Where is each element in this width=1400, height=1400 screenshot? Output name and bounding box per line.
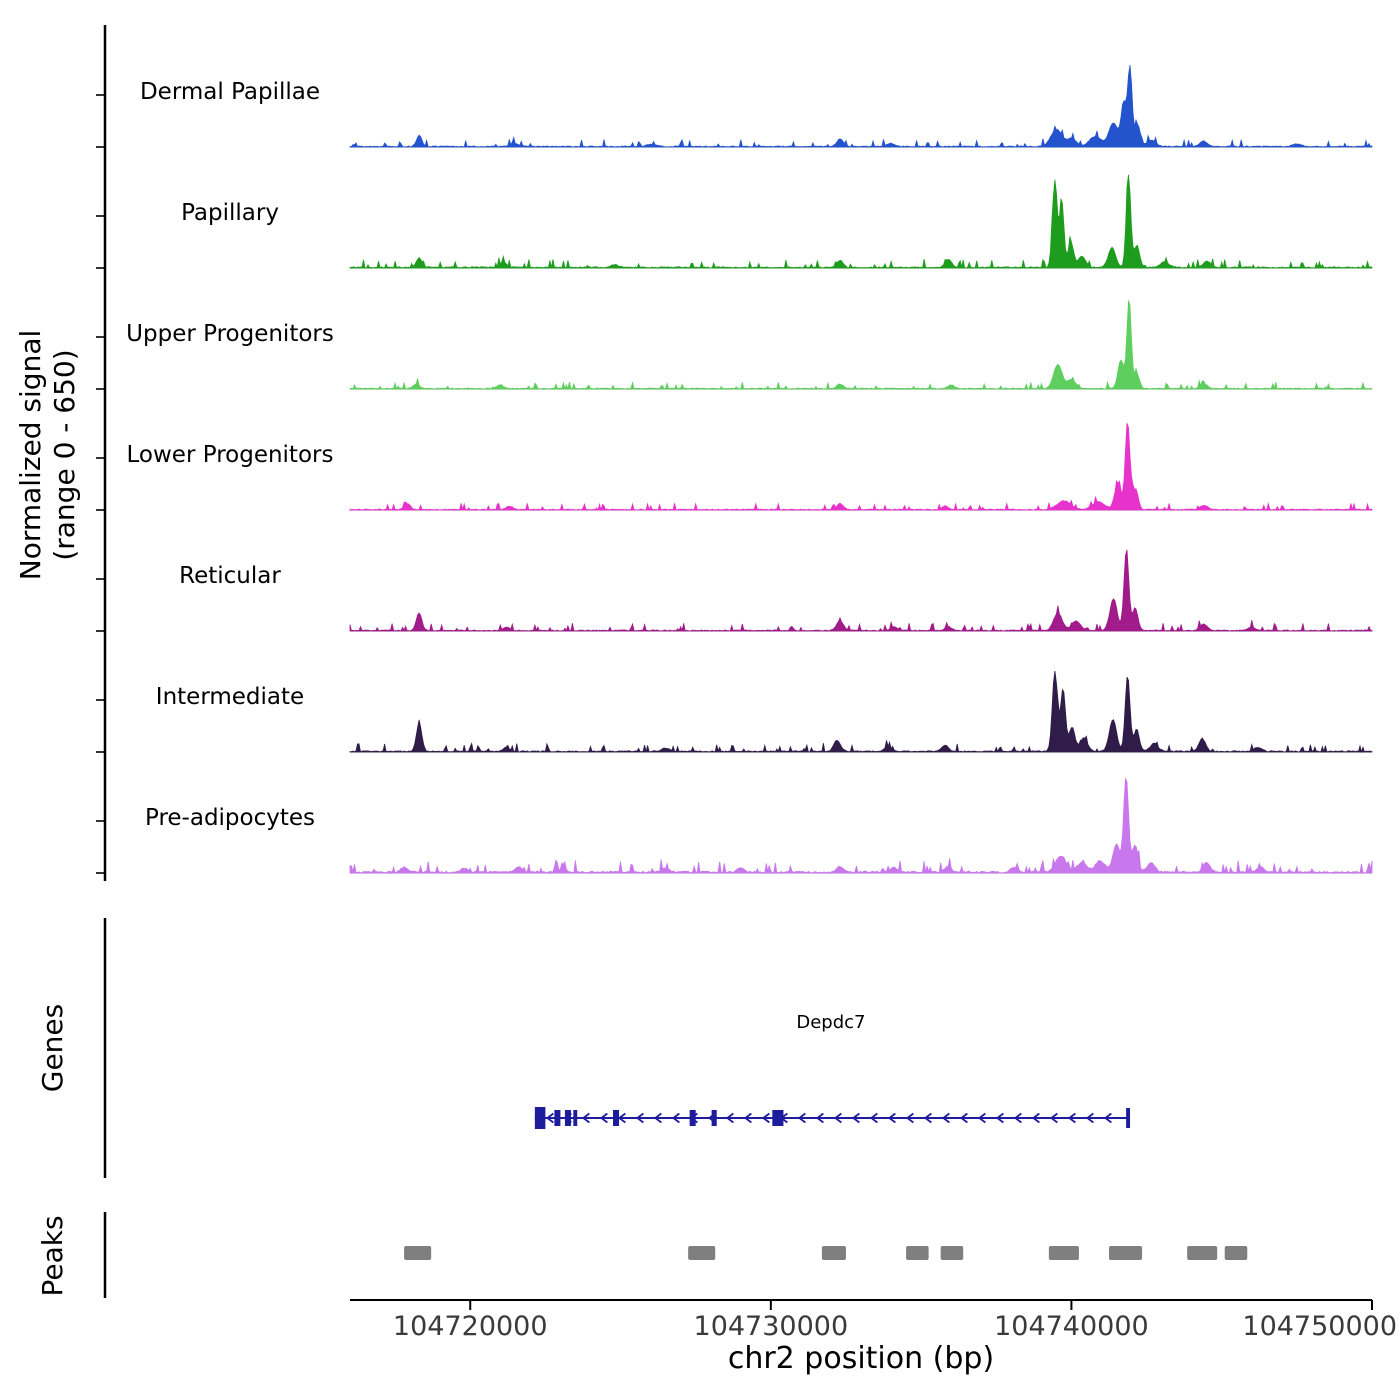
strand-arrow-left-icon	[959, 1112, 968, 1124]
peak-region-box	[688, 1246, 716, 1260]
strand-arrow-left-icon	[995, 1112, 1004, 1124]
peak-region-box	[906, 1246, 929, 1260]
strand-arrow-left-icon	[761, 1112, 770, 1124]
gene-exon	[564, 1110, 571, 1126]
signal-area	[349, 65, 1373, 148]
signal-tracks-layer: Dermal Papillae Papillary Upper Progenitor…	[126, 65, 1373, 874]
strand-arrow-left-icon	[1103, 1112, 1112, 1124]
strand-arrow-left-icon	[725, 1112, 734, 1124]
x-tick-label: 104730000	[694, 1311, 849, 1342]
strand-arrow-left-icon	[1013, 1112, 1022, 1124]
strand-arrow-left-icon	[671, 1112, 680, 1124]
strand-arrow-left-icon	[1049, 1112, 1058, 1124]
track-label: Upper Progenitors	[126, 321, 334, 347]
gene-exon	[772, 1110, 784, 1126]
signal-track-dermal-papillae: Dermal Papillae	[140, 65, 1373, 148]
peak-region-box	[940, 1246, 964, 1260]
track-label: Lower Progenitors	[127, 442, 334, 468]
strand-arrow-left-icon	[977, 1112, 986, 1124]
signal-area	[349, 670, 1373, 754]
signal-area	[349, 300, 1373, 390]
gene-exon	[534, 1107, 546, 1129]
x-tick-label: 104740000	[994, 1311, 1149, 1342]
gene-exon	[573, 1110, 578, 1126]
strand-arrow-left-icon	[905, 1112, 914, 1124]
x-tick-label: 104750000	[1242, 1311, 1397, 1342]
gene-exon	[1126, 1108, 1131, 1128]
peaks-track-layer	[404, 1246, 1248, 1260]
track-label: Reticular	[179, 563, 281, 589]
strand-arrow-left-icon	[653, 1112, 662, 1124]
strand-arrow-left-icon	[869, 1112, 878, 1124]
y-axis-label-line2: (range 0 - 650)	[48, 349, 81, 560]
peak-region-box	[404, 1246, 432, 1260]
gene-exon	[711, 1110, 717, 1126]
strand-arrow-left-icon	[815, 1112, 824, 1124]
peak-region-box	[1187, 1246, 1218, 1260]
signal-track-reticular: Reticular	[179, 549, 1373, 633]
strand-arrow-left-icon	[941, 1112, 950, 1124]
strand-arrow-left-icon	[635, 1112, 644, 1124]
peak-region-box	[1048, 1246, 1079, 1260]
strand-arrow-left-icon	[1031, 1112, 1040, 1124]
strand-arrow-left-icon	[1067, 1112, 1076, 1124]
strand-arrow-left-icon	[599, 1112, 608, 1124]
genes-section-label: Genes	[36, 1004, 69, 1092]
gene-exon	[613, 1110, 620, 1126]
strand-arrow-left-icon	[545, 1112, 554, 1124]
x-axis-title: chr2 position (bp)	[728, 1341, 994, 1376]
signal-area	[349, 778, 1373, 874]
signal-track-upper-progenitors: Upper Progenitors	[126, 300, 1373, 390]
gene-name-label: Depdc7	[796, 1012, 865, 1033]
gene-track-layer	[534, 1107, 1131, 1129]
signal-area	[349, 549, 1373, 633]
x-tick-label: 104720000	[393, 1311, 548, 1342]
strand-arrow-left-icon	[833, 1112, 842, 1124]
track-label: Papillary	[181, 200, 279, 226]
track-label: Dermal Papillae	[140, 79, 320, 105]
signal-track-pre-adipocytes: Pre-adipocytes	[145, 778, 1373, 874]
gene-exon	[554, 1110, 561, 1126]
y-axis-label-line1: Normalized signal	[14, 330, 47, 581]
gene-exon	[689, 1110, 696, 1126]
strand-arrow-left-icon	[581, 1112, 590, 1124]
signal-track-lower-progenitors: Lower Progenitors	[127, 423, 1373, 512]
axes-layer: 104720000 104730000 104740000 104750000	[96, 25, 1397, 1342]
signal-area	[349, 174, 1373, 269]
strand-arrow-left-icon	[851, 1112, 860, 1124]
strand-arrow-left-icon	[743, 1112, 752, 1124]
strand-arrow-left-icon	[1085, 1112, 1094, 1124]
strand-arrow-left-icon	[617, 1112, 626, 1124]
strand-arrow-left-icon	[797, 1112, 806, 1124]
strand-arrow-left-icon	[923, 1112, 932, 1124]
track-label: Pre-adipocytes	[145, 805, 315, 831]
signal-track-intermediate: Intermediate	[156, 670, 1373, 754]
signal-track-papillary: Papillary	[181, 174, 1373, 269]
peak-region-box	[1108, 1246, 1143, 1260]
strand-arrow-left-icon	[887, 1112, 896, 1124]
peak-region-box	[1224, 1246, 1248, 1260]
peak-region-box	[821, 1246, 846, 1260]
signal-area	[349, 423, 1373, 512]
peaks-section-label: Peaks	[36, 1215, 69, 1296]
track-label: Intermediate	[156, 684, 304, 710]
